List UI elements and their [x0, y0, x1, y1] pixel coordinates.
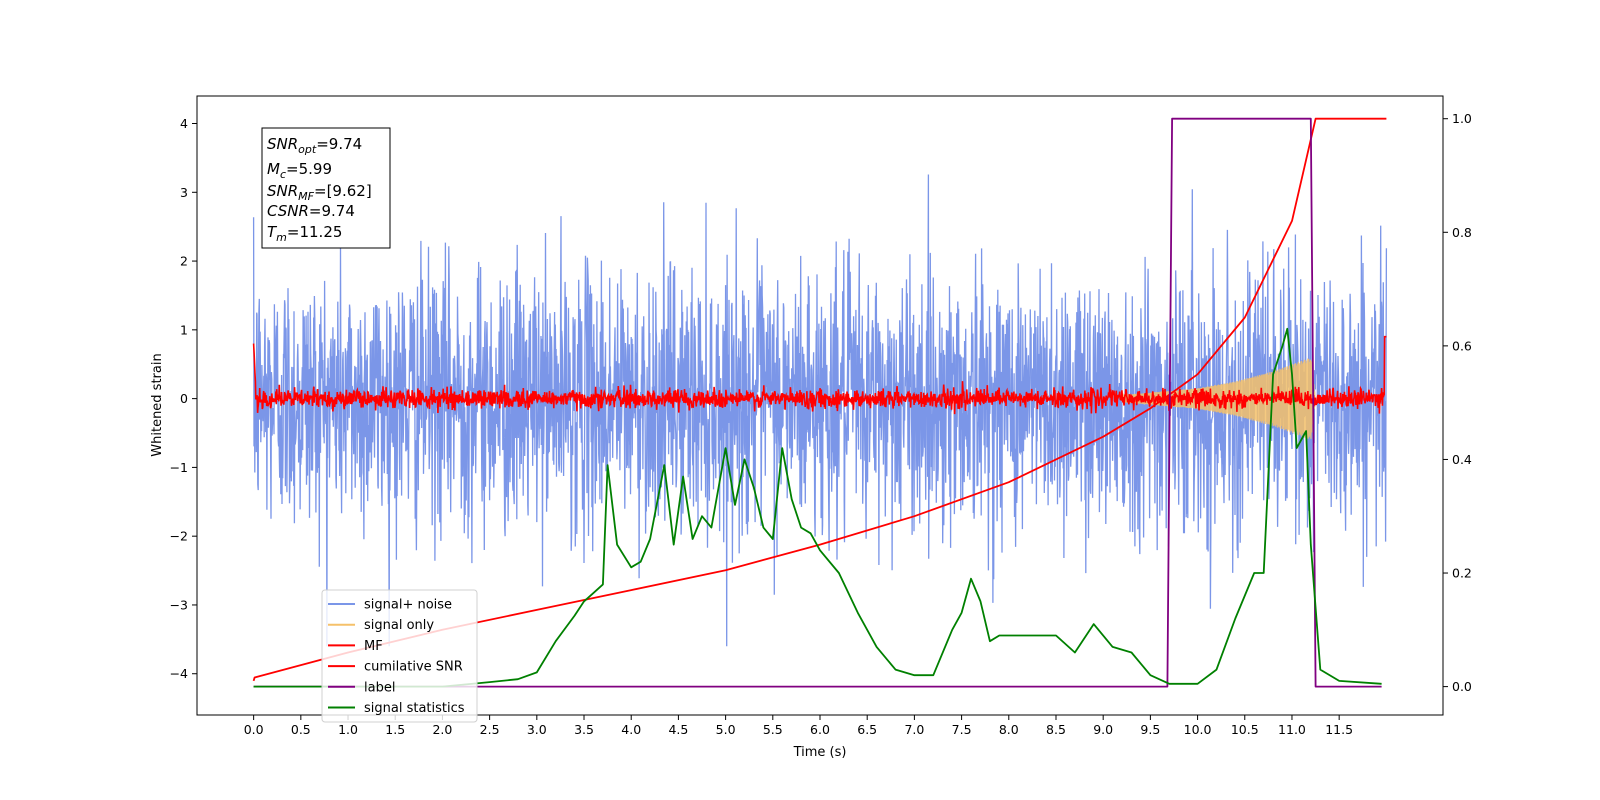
signal-statistics-line — [253, 327, 1382, 688]
signal-noise-series — [252, 174, 1388, 647]
label-line — [253, 117, 1382, 688]
x-tick-label: 7.5 — [952, 722, 972, 737]
x-tick-label: 4.5 — [668, 722, 688, 737]
legend-frame — [321, 589, 478, 723]
legend: signal+ noise signal only MF cumilative SNR… — [321, 589, 478, 723]
x-tick-label: 9.5 — [1140, 722, 1160, 737]
legend-label: cumilative SNR — [364, 660, 463, 675]
y2-tick-label: 0.2 — [1452, 566, 1472, 581]
x-axis: 0.0 0.5 1.0 1.5 2.0 2.5 3.0 3.5 4.0 4.5 5.0 5.5 6.0 6… — [244, 715, 1353, 737]
y-tick-label: −1 — [170, 460, 188, 475]
x-tick-label: 3.5 — [574, 722, 594, 737]
mf-line — [252, 335, 1387, 415]
y-axis-left: 4 3 2 1 0 −1 −2 −3 −4 — [170, 116, 197, 681]
legend-label: label — [364, 680, 395, 695]
info-mc: Mc=5.99 — [267, 160, 332, 181]
x-tick-label: 2.5 — [480, 722, 500, 737]
x-tick-label: 0.0 — [244, 722, 264, 737]
y-tick-label: 4 — [180, 116, 188, 131]
x-tick-label: 8.5 — [1046, 722, 1066, 737]
x-tick-label: 2.0 — [432, 722, 452, 737]
x-tick-label: 8.0 — [999, 722, 1019, 737]
y2-tick-label: 0.4 — [1452, 452, 1472, 467]
x-tick-label: 10.5 — [1231, 722, 1259, 737]
x-tick-label: 9.0 — [1093, 722, 1113, 737]
y2-tick-label: 0.6 — [1452, 338, 1472, 353]
y-axis-label: Whitened strain — [150, 353, 165, 456]
info-snr-opt: SNRopt=9.74 — [267, 135, 362, 156]
y-tick-label: 0 — [180, 391, 188, 406]
info-box-frame — [261, 127, 391, 249]
x-axis-label: Time (s) — [793, 745, 847, 760]
y-tick-label: −3 — [170, 597, 188, 612]
x-tick-label: 4.0 — [621, 722, 641, 737]
x-tick-label: 5.5 — [763, 722, 783, 737]
y-tick-label: 2 — [180, 254, 188, 269]
y-tick-label: 3 — [180, 185, 188, 200]
x-tick-label: 11.0 — [1278, 722, 1306, 737]
legend-label: MF — [364, 639, 383, 654]
signal-noise-line — [252, 174, 1388, 647]
y2-tick-label: 0.8 — [1452, 225, 1472, 240]
x-tick-label: 1.0 — [338, 722, 358, 737]
mf-series — [252, 335, 1387, 415]
legend-label: signal+ noise — [364, 598, 452, 613]
legend-label: signal only — [364, 618, 434, 633]
y2-tick-label: 1.0 — [1452, 111, 1472, 126]
info-tm: Tm=11.25 — [267, 223, 342, 244]
info-snr-mf: SNRMF=[9.62] — [267, 182, 372, 203]
y-tick-label: 1 — [180, 322, 188, 337]
y2-tick-label: 0.0 — [1452, 679, 1472, 694]
y-tick-label: −4 — [170, 666, 188, 681]
x-tick-label: 6.5 — [857, 722, 877, 737]
x-tick-label: 5.0 — [716, 722, 736, 737]
y-axis-right: 1.0 0.8 0.6 0.4 0.2 0.0 — [1443, 111, 1472, 694]
legend-label: signal statistics — [364, 701, 465, 716]
info-box: SNRopt=9.74 Mc=5.99 SNRMF=[9.62] CSNR=9.… — [261, 127, 391, 249]
x-tick-label: 11.5 — [1325, 722, 1353, 737]
x-tick-label: 7.0 — [904, 722, 924, 737]
x-tick-label: 10.0 — [1184, 722, 1212, 737]
x-tick-label: 3.0 — [527, 722, 547, 737]
x-tick-label: 1.5 — [385, 722, 405, 737]
y-tick-label: −2 — [170, 529, 188, 544]
info-csnr: CSNR=9.74 — [267, 202, 355, 220]
x-tick-label: 0.5 — [291, 722, 311, 737]
x-tick-label: 6.0 — [810, 722, 830, 737]
